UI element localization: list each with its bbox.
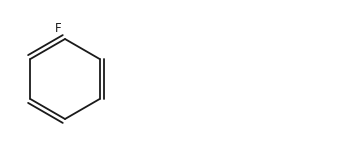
- Text: F: F: [54, 22, 61, 35]
